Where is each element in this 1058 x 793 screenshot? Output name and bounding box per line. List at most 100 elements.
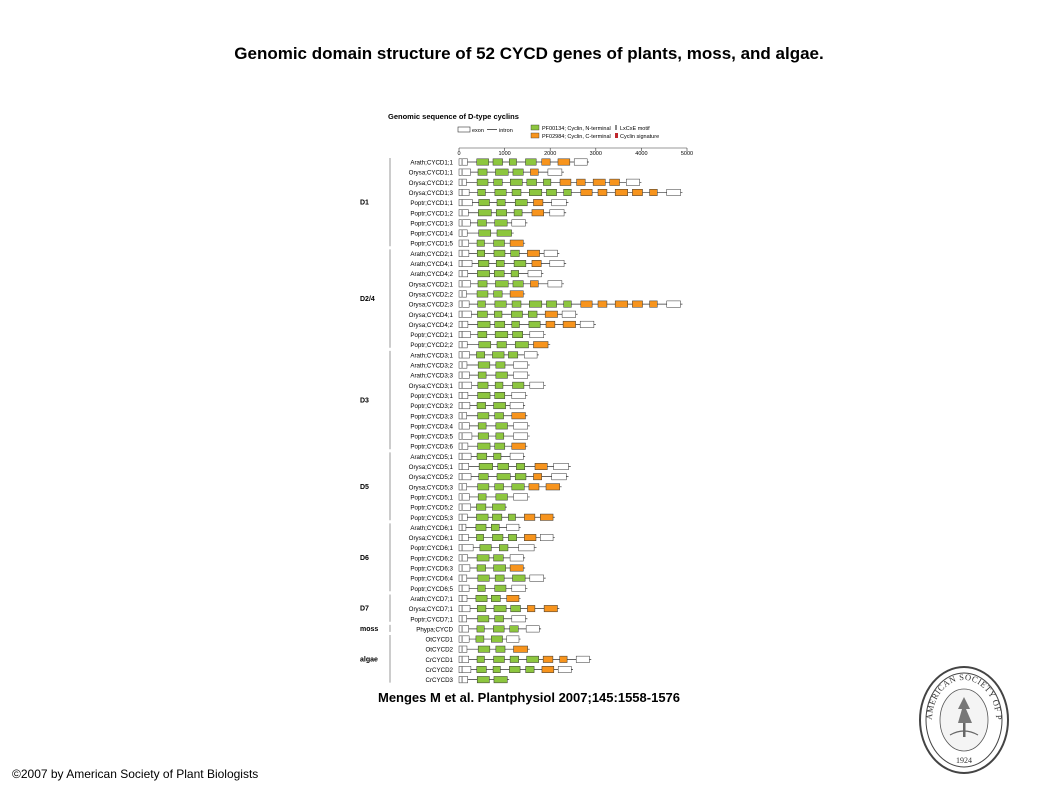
gene-name: Arath;CYCD4;2 [410,271,453,278]
gene-row: Poptr;CYCD6;4 [410,574,546,583]
exon [513,371,528,379]
exon-n-terminal [476,676,490,684]
lxcxe-motif [461,574,463,582]
gene-row: Arath;CYCD3;1 [410,351,539,359]
gene-row: Arath;CYCD4;1 [410,260,567,268]
figure-legend: exon intron PF00134; Cyclin, N-terminal … [457,124,659,140]
exon-n-terminal [513,260,527,267]
exon [513,361,528,369]
exon-n-terminal [516,463,525,470]
exon-n-terminal [477,280,488,288]
exon-n-terminal [526,178,537,186]
exon-n-terminal [475,595,488,602]
group-label: D2/4 [360,296,375,303]
gene-name: Poptr;CYCD6;4 [410,576,453,583]
gene-row: Poptr;CYCD3;5 [410,432,530,441]
exon-n-terminal [475,523,487,531]
lxcxe-motif [461,392,463,399]
exon [573,158,588,166]
exon-c-terminal [540,513,554,521]
lxcxe-motif [461,453,463,460]
exon [511,615,526,623]
gene-name: Poptr;CYCD1;1 [410,200,453,207]
cycd-gene-structure-figure: Genomic sequence of D-type cyclins exon … [360,112,693,684]
exon-c-terminal [562,320,576,328]
exon-n-terminal [512,381,525,389]
exon-n-terminal [493,290,503,298]
exon-n-terminal [477,320,491,328]
exon-n-terminal [514,341,529,349]
exon-n-terminal [512,280,524,288]
exon-n-terminal [477,270,490,278]
exon-n-terminal [492,158,503,166]
exon-c-terminal [545,483,560,491]
exon [458,544,474,552]
gene-name: Arath;CYCD6;1 [410,525,453,532]
gene-row: Poptr;CYCD5;2 [410,503,507,512]
gene-row: Arath;CYCD6;1 [410,523,521,532]
gene-row: Poptr;CYCD5;1 [410,493,530,501]
exon [458,351,470,359]
exon [527,270,542,278]
gene-row: Poptr;CYCD1;4 [410,229,514,238]
exon-n-terminal [512,574,526,582]
gene-row: Poptr;CYCD1;1 [410,199,569,207]
exon-n-terminal [497,463,509,470]
lxcxe-motif [461,656,463,663]
gene-name: Orysa;CYCD5;2 [409,474,454,481]
exon-n-terminal [478,199,490,207]
gene-row: CrCYCD2 [425,666,573,674]
exon-n-terminal [477,432,489,440]
exon-n-terminal [476,554,490,562]
gene-row: OtCYCD1 [425,635,521,644]
gene-name: Poptr;CYCD6;2 [410,555,453,562]
lxcxe-motif [461,270,463,277]
exon-n-terminal [495,361,506,369]
exon-n-terminal [476,564,486,572]
gene-name: Orysa;CYCD3;1 [409,383,454,390]
gene-row: Poptr;CYCD2;2 [410,341,551,349]
gene-name: Poptr;CYCD1;4 [410,231,453,238]
exon-n-terminal [494,483,504,491]
gene-name: Orysa;CYCD7;1 [409,606,454,613]
exon [549,209,565,217]
exon [458,158,468,166]
exon [553,463,569,470]
lxcxe-motif [461,290,463,298]
exon [458,341,468,349]
group-label: D3 [360,398,369,405]
axis-tick-label: 5000 [681,151,693,157]
exon [458,564,471,572]
exon-n-terminal [478,209,492,217]
exon-n-terminal [514,473,527,481]
lxcxe-motif [461,544,463,551]
lxcxe-motif [461,443,463,450]
exon-n-terminal [491,595,501,602]
exon [511,219,526,227]
gene-name: Orysa;CYCD4;2 [409,322,454,329]
exon-n-terminal [477,574,490,582]
exon [458,361,468,369]
exon-c-terminal [533,199,544,207]
exon-n-terminal [493,402,506,410]
gene-row: Orysa;CYCD4;1 [409,310,578,319]
exon-n-terminal [477,422,487,430]
exon-c-terminal [632,300,643,308]
gene-row: Poptr;CYCD6;3 [410,564,526,573]
lxcxe-motif [461,412,463,419]
exon [513,432,528,440]
exon [458,331,471,339]
exon-n-terminal [477,645,491,653]
gene-name: Poptr;CYCD1;3 [410,220,453,227]
exon [458,249,470,257]
exon-c-terminal [545,320,556,328]
exon-c-terminal [649,300,658,308]
exon-n-terminal [525,666,535,673]
exon [506,635,520,643]
gene-row: Orysa;CYCD2;1 [409,280,564,288]
exon-n-terminal [477,189,486,196]
exon-n-terminal [479,544,492,552]
exon-n-terminal [508,513,516,521]
exon [458,422,470,430]
gene-name: Poptr;CYCD5;1 [410,494,453,501]
